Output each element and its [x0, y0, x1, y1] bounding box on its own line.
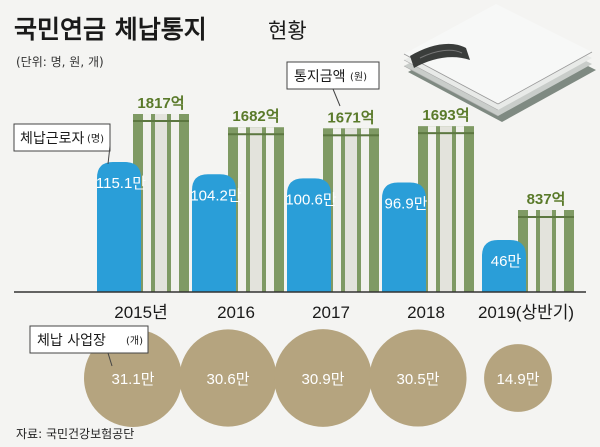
workers-bar [287, 178, 331, 292]
year-tick-label: 2018 [407, 303, 445, 322]
workers-bar [192, 174, 236, 292]
workers-value-label: 100.6만 [285, 191, 337, 208]
workers-callout-label: 체납근로자 [20, 131, 85, 147]
workers-bar [97, 162, 141, 292]
businesses-circle [274, 329, 372, 427]
notice-value-label: 1671억 [327, 108, 374, 126]
businesses-callout-unit: (개) [126, 335, 143, 347]
notice-callout: 통지금액 (원) [286, 61, 380, 107]
workers-bar [382, 182, 426, 292]
businesses-callout: 체납 사업장 (개) [29, 325, 149, 367]
year-tick-label: 2019(상반기) [478, 303, 574, 322]
businesses-circle [179, 329, 277, 427]
notice-value-label: 1693억 [422, 106, 469, 124]
year-tick-label: 2015년 [114, 303, 167, 322]
businesses-value-label: 31.1만 [112, 371, 155, 388]
workers-bar [482, 240, 526, 292]
workers-value-label: 46만 [491, 253, 522, 270]
businesses-circle [369, 329, 467, 427]
notice-bar [323, 128, 379, 292]
year-tick-label: 2017 [312, 303, 350, 322]
workers-value-label: 104.2만 [190, 187, 242, 204]
money-bundle-icon [403, 4, 596, 122]
notice-callout-label: 통지금액 [294, 69, 346, 85]
source-note: 자료: 국민건강보험공단 [16, 427, 134, 441]
businesses-callout-label: 체납 사업장 [37, 333, 106, 349]
workers-value-label: 96.9만 [385, 196, 428, 213]
year-tick-label: 2016 [217, 303, 255, 322]
notice-bar [133, 114, 189, 292]
workers-callout: 체납근로자 (명) [13, 123, 111, 165]
chart-title-suffix: 현황 [268, 19, 307, 43]
notice-value-label: 1817억 [137, 94, 184, 112]
businesses-value-label: 30.5만 [397, 371, 440, 388]
workers-value-label: 115.1만 [96, 175, 146, 192]
notice-bar [418, 126, 474, 293]
notice-bar [518, 210, 574, 292]
chart-title: 국민연금 체납통지 [14, 15, 207, 44]
businesses-value-label: 30.6만 [207, 371, 250, 388]
notice-bar [228, 127, 284, 292]
businesses-value-label: 30.9만 [302, 371, 345, 388]
businesses-value-label: 14.9만 [497, 371, 540, 388]
workers-callout-unit: (명) [87, 133, 104, 145]
notice-callout-unit: (원) [350, 71, 367, 83]
businesses-circle [484, 344, 552, 412]
notice-value-label: 837억 [527, 190, 566, 208]
unit-note: (단위: 명, 원, 개) [16, 55, 104, 69]
notice-value-label: 1682억 [232, 107, 279, 125]
